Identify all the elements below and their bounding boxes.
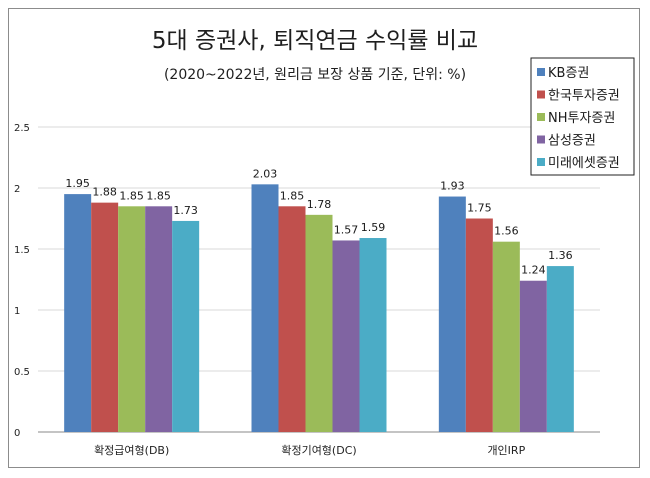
data-label: 1.85 bbox=[280, 189, 305, 202]
bar bbox=[251, 184, 279, 432]
legend-swatch bbox=[537, 90, 545, 99]
data-label: 1.93 bbox=[440, 180, 465, 193]
data-label: 1.75 bbox=[467, 202, 492, 215]
chart-subtitle: (2020~2022년, 원리금 보장 상품 기준, 단위: %) bbox=[164, 67, 466, 83]
legend-box bbox=[530, 57, 635, 176]
bar bbox=[305, 214, 333, 432]
y-tick-label: 2.5 bbox=[14, 123, 30, 134]
bar bbox=[359, 238, 387, 432]
bar bbox=[546, 266, 574, 432]
x-axis-categories: 확정급여형(DB) 확정기여형(DC) 개인IRP bbox=[94, 444, 526, 457]
y-tick-label: 1 bbox=[14, 306, 20, 317]
y-tick-label: 1.5 bbox=[14, 245, 30, 256]
y-tick-label: 0 bbox=[14, 428, 20, 439]
bar bbox=[118, 206, 146, 432]
y-axis-ticks: 0 0.5 1 1.5 2 2.5 bbox=[14, 123, 30, 439]
data-label: 1.78 bbox=[307, 198, 332, 211]
data-labels: 1.951.88 1.85 1.851.732.031.851.781.57 1.59… bbox=[65, 167, 572, 276]
bar bbox=[492, 241, 520, 432]
y-tick-label: 2 bbox=[14, 184, 20, 195]
legend-item-label: NH투자증권 bbox=[548, 111, 615, 126]
data-label: 1.56 bbox=[494, 225, 519, 238]
data-label: 1.36 bbox=[548, 249, 573, 262]
x-category-label: 개인IRP bbox=[487, 444, 525, 457]
data-label: 1.85 bbox=[146, 189, 171, 202]
legend-swatch bbox=[537, 113, 545, 121]
legend-item-label: KB증권 bbox=[548, 66, 589, 81]
bar bbox=[91, 202, 119, 432]
data-label: 1.57 bbox=[334, 223, 359, 236]
bar bbox=[64, 194, 92, 432]
bar bbox=[519, 280, 547, 432]
legend-swatch bbox=[537, 68, 545, 76]
x-category-label: 확정기여형(DC) bbox=[281, 444, 356, 457]
data-label: 1.88 bbox=[92, 186, 117, 199]
data-label: 1.85 bbox=[119, 189, 144, 202]
data-label: 1.73 bbox=[173, 204, 198, 217]
bar bbox=[145, 206, 173, 432]
bar bbox=[465, 218, 493, 432]
data-label: 1.95 bbox=[65, 177, 90, 190]
bar bbox=[438, 196, 466, 432]
bar bbox=[172, 220, 200, 432]
legend-item-label: 미래에셋증권 bbox=[548, 156, 620, 171]
data-label: 2.03 bbox=[253, 167, 278, 180]
data-label: 1.59 bbox=[361, 221, 386, 234]
legend-swatch bbox=[537, 158, 545, 166]
bar bbox=[332, 240, 360, 432]
legend-item-label: 한국투자증권 bbox=[548, 89, 620, 104]
bars bbox=[64, 184, 574, 432]
legend-item-label: 삼성증권 bbox=[548, 134, 596, 149]
chart-title: 5대 증권사, 퇴직연금 수익률 비교 bbox=[152, 28, 478, 54]
legend-swatch bbox=[537, 135, 545, 144]
bar bbox=[278, 206, 306, 432]
x-category-label: 확정급여형(DB) bbox=[94, 444, 169, 457]
data-label: 1.24 bbox=[521, 264, 546, 277]
y-tick-label: 0.5 bbox=[14, 367, 30, 378]
